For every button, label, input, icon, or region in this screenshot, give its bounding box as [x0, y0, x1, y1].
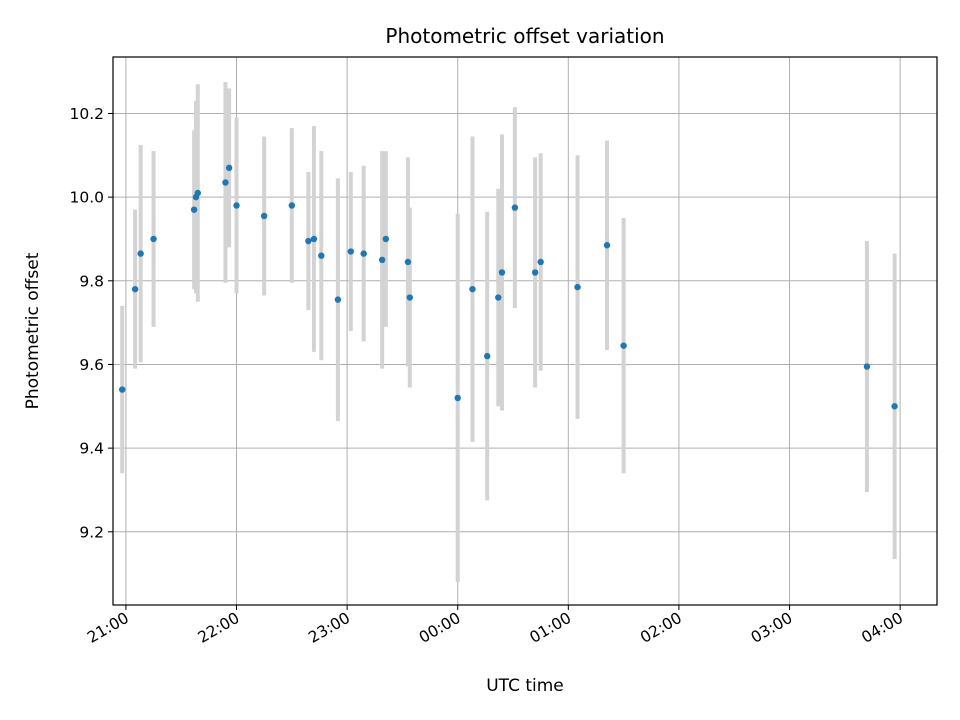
- data-point: [190, 206, 198, 213]
- y-tick-label: 9.8: [79, 272, 104, 290]
- data-point: [404, 258, 412, 266]
- data-point: [484, 352, 491, 360]
- y-tick-label: 9.6: [79, 356, 104, 374]
- point-layer: [119, 164, 898, 410]
- plot-area: [113, 57, 937, 605]
- plot-frame: [112, 56, 938, 606]
- data-point: [310, 235, 318, 243]
- data-point: [454, 394, 461, 402]
- data-point: [378, 256, 386, 264]
- y-tick-label: 10.0: [69, 189, 104, 207]
- y-axis-ticks: 9.2 9.4 9.6 9.8 10.0 10.2: [69, 105, 113, 541]
- data-point: [318, 252, 325, 259]
- data-point: [531, 269, 539, 276]
- data-point: [233, 202, 240, 209]
- data-point: [574, 283, 581, 291]
- data-point: [150, 235, 157, 243]
- data-point: [406, 294, 413, 301]
- data-point: [495, 294, 502, 301]
- data-point: [863, 363, 871, 370]
- data-point: [288, 202, 296, 209]
- data-point: [119, 386, 126, 393]
- data-point: [537, 258, 544, 266]
- y-tick-label: 9.4: [79, 440, 104, 458]
- data-point: [334, 296, 342, 303]
- data-point: [382, 235, 390, 243]
- data-point: [620, 342, 627, 349]
- x-axis-label: UTC time: [486, 676, 564, 696]
- data-point: [131, 285, 139, 293]
- y-tick-label: 10.2: [69, 105, 104, 123]
- data-point: [469, 285, 476, 293]
- data-point: [360, 250, 367, 257]
- data-point: [347, 248, 354, 255]
- data-point: [222, 179, 229, 186]
- data-point: [260, 212, 268, 220]
- data-point: [498, 269, 506, 276]
- y-axis-label: Photometric offset: [23, 252, 43, 409]
- y-tick-label: 9.2: [79, 523, 104, 541]
- data-point: [305, 237, 312, 245]
- data-point: [603, 242, 611, 249]
- data-point: [511, 204, 519, 211]
- data-point: [194, 189, 201, 197]
- chart-title: Photometric offset variation: [385, 24, 664, 48]
- data-point: [891, 403, 898, 410]
- grid-layer: [113, 57, 937, 605]
- data-point: [137, 250, 144, 257]
- data-point: [225, 164, 233, 172]
